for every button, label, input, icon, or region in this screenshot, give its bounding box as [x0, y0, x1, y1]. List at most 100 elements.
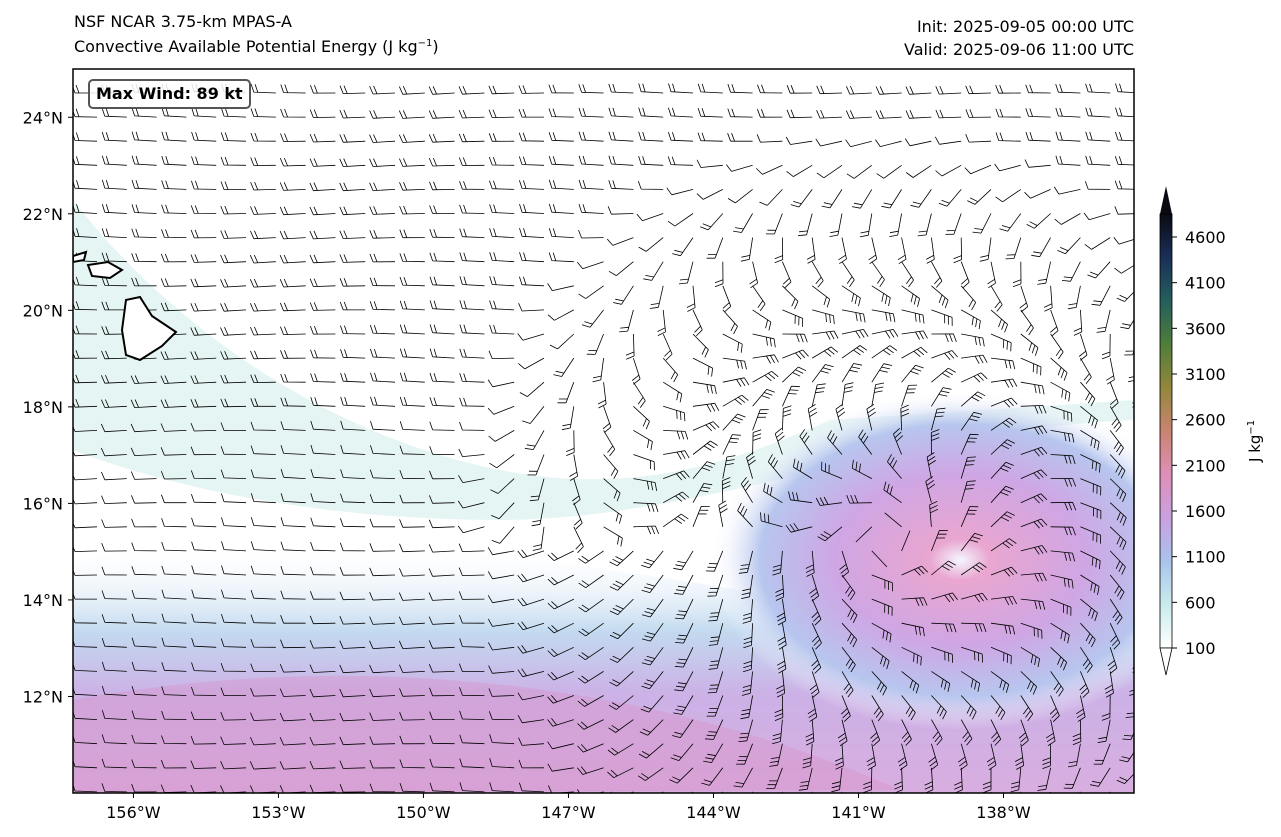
wind-barb [727, 108, 753, 118]
wind-barb [488, 109, 515, 118]
wind-barb [488, 350, 515, 359]
wind-barb [130, 471, 157, 480]
wind-barb [399, 205, 425, 215]
wind-barb [578, 574, 604, 589]
wind-barb [608, 155, 634, 166]
wind-barb [547, 695, 574, 704]
wind-barb [802, 743, 813, 769]
wind-barb [740, 237, 753, 262]
wind-barb [250, 712, 276, 721]
wind-barb [279, 157, 306, 167]
wind-barb [339, 591, 366, 601]
wind-barb [871, 598, 893, 616]
wind-barb [1085, 107, 1111, 118]
wind-barb [871, 309, 896, 323]
wind-barb [429, 735, 455, 745]
wind-barb [1115, 83, 1134, 94]
wind-barb [672, 237, 694, 257]
wind-barb [752, 309, 772, 331]
wind-barb [250, 736, 276, 746]
wind-barb [995, 108, 1021, 118]
wind-barb [399, 421, 425, 431]
wind-barb [1037, 767, 1051, 791]
wind-barb [1020, 357, 1042, 376]
wind-barb [369, 688, 396, 698]
wind-barb [638, 131, 664, 142]
wind-barb [578, 131, 604, 142]
wind-barb [1024, 189, 1051, 199]
wind-barb [816, 164, 843, 179]
wind-barb [1135, 623, 1143, 649]
wind-barb [798, 213, 813, 237]
wind-barb [841, 363, 863, 383]
wind-barb [782, 385, 800, 407]
wind-barb [901, 261, 914, 288]
wind-barb [1120, 319, 1134, 330]
wind-barb [811, 346, 839, 359]
wind-barb [829, 213, 843, 237]
wind-barb [399, 543, 425, 553]
wind-barb [488, 85, 515, 95]
wind-barb [131, 542, 157, 552]
wind-barb [131, 613, 157, 624]
lat-tick-label: 24°N [23, 108, 63, 127]
wind-barb [547, 622, 574, 634]
wind-barb [1050, 550, 1076, 562]
wind-barb [309, 278, 336, 287]
wind-barb [547, 671, 574, 681]
wind-barb [1093, 743, 1111, 765]
wind-barb [459, 687, 485, 696]
wind-barb [131, 204, 157, 214]
wind-barb [697, 83, 723, 94]
wind-barb [250, 493, 276, 504]
wind-barb [131, 179, 157, 190]
wind-barb [369, 301, 396, 311]
wind-barb [101, 350, 127, 360]
wind-barb [517, 692, 545, 701]
wind-barb [101, 107, 127, 118]
wind-barb [101, 374, 127, 384]
wind-barb [1109, 550, 1126, 575]
wind-barb [191, 180, 217, 190]
wind-barb [809, 574, 819, 602]
wind-barb [250, 108, 276, 118]
wind-barb [161, 662, 187, 672]
wind-barb [280, 108, 306, 118]
wind-barb [841, 285, 861, 307]
wind-barb [641, 598, 664, 618]
wind-barb [954, 767, 963, 793]
wind-barb [581, 309, 604, 328]
wind-barb [935, 164, 962, 177]
wind-barb [578, 84, 604, 94]
hawaii-coastline [73, 250, 178, 362]
wind-barb [101, 228, 127, 238]
field-units-exponent: −1 [417, 38, 433, 49]
field-name: Convective Available Potential Energy [74, 37, 378, 56]
wind-barb [746, 452, 756, 479]
wind-barb [740, 695, 753, 720]
wind-barb [532, 526, 545, 551]
wind-barb [1104, 671, 1114, 698]
island-kauai [73, 250, 88, 264]
wind-barb [547, 646, 574, 657]
wind-barb [1084, 181, 1111, 190]
wind-barb [1080, 478, 1102, 496]
wind-barb [309, 182, 336, 192]
wind-barb [369, 494, 396, 504]
wind-barb [1139, 551, 1148, 577]
wind-barb [250, 541, 276, 552]
wind-barb [489, 204, 515, 214]
wind-barb [901, 622, 925, 637]
wind-barb [845, 139, 872, 148]
wind-barb [990, 485, 1014, 503]
wind-barb [459, 300, 485, 311]
wind-barb [250, 326, 276, 336]
wind-barb [1057, 237, 1081, 255]
wind-barb [990, 566, 1018, 577]
wind-barb [161, 541, 187, 552]
wind-barb [1055, 155, 1081, 166]
wind-barb [1080, 357, 1092, 384]
wind-barb [576, 261, 604, 270]
colorbar-tick-label: 4600 [1185, 228, 1226, 247]
wind-barb [786, 85, 813, 94]
